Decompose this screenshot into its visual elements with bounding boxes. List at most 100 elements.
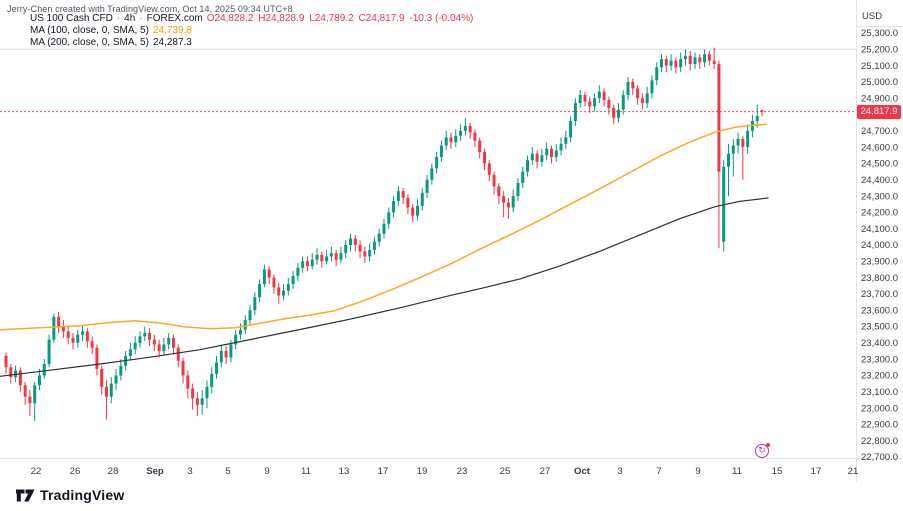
candle-body <box>119 365 123 376</box>
candle-body <box>645 93 649 104</box>
refresh-arrow-icon: ↻ <box>758 445 766 455</box>
ohlc-values: O24,828.2 H24,828.9 L24,789.2 C24,817.9 … <box>207 13 476 24</box>
candle-body <box>487 163 491 175</box>
exchange-label[interactable]: FOREX.com <box>146 13 203 24</box>
candle-body <box>4 355 8 368</box>
time-tick-label: 9 <box>264 466 269 477</box>
candle-body <box>171 337 175 348</box>
candle-body <box>286 284 290 291</box>
candle-body <box>401 191 405 198</box>
price-tick-label: 24,500.0 <box>861 159 898 170</box>
high-value: H24,828.9 <box>258 13 305 24</box>
close-value: C24,817.9 <box>358 13 405 24</box>
candle-body <box>588 101 592 107</box>
candle-body <box>439 145 443 157</box>
candle-body <box>377 233 381 242</box>
open-value: O24,828.2 <box>206 13 254 24</box>
candle-body <box>660 59 664 68</box>
time-tick-label: 7 <box>656 466 661 477</box>
candle-body <box>109 383 113 397</box>
candle-body <box>406 197 410 208</box>
candle-body <box>669 60 673 66</box>
time-tick-label: 23 <box>457 466 468 477</box>
time-tick-label: 11 <box>732 466 742 477</box>
candle-body <box>578 94 582 104</box>
candle-body <box>195 398 199 405</box>
candle-body <box>559 143 563 151</box>
new-data-dot <box>766 443 770 447</box>
candle-body <box>138 336 142 343</box>
price-tick-label: 24,400.0 <box>861 175 898 186</box>
time-tick-label: Sep <box>146 466 164 477</box>
candle-body <box>186 375 190 389</box>
candle-body <box>267 269 271 278</box>
candle-body <box>516 183 520 197</box>
candle-body <box>18 370 22 386</box>
candle-body <box>234 334 238 345</box>
candle-body <box>554 150 558 157</box>
symbol-legend-row[interactable]: US 100 Cash CFD · 4h · FOREX.com O24,828… <box>30 13 475 24</box>
price-tick-label: 24,300.0 <box>861 191 898 202</box>
candle-body <box>411 207 415 216</box>
candle-body <box>23 385 27 397</box>
time-tick-label: 5 <box>225 466 230 477</box>
candle-body <box>277 287 281 296</box>
price-tick-label: 25,300.0 <box>861 28 898 39</box>
candle-body <box>37 375 41 386</box>
price-tick-label: 25,200.0 <box>861 45 898 56</box>
ma100-label: MA (100, close, 0, SMA, 5) <box>30 25 149 36</box>
candle-body <box>52 316 56 340</box>
refresh-data-button[interactable]: ↻ <box>755 443 770 458</box>
candle-body <box>320 254 324 262</box>
ma100-legend-row[interactable]: MA (100, close, 0, SMA, 5) 24,739.8 <box>30 25 475 36</box>
ma200-value: 24,287.3 <box>152 37 192 48</box>
price-tick-label: 24,600.0 <box>861 142 898 153</box>
price-tick-label: 23,700.0 <box>861 289 898 300</box>
candle-body <box>703 54 707 63</box>
candle-body <box>492 174 496 187</box>
price-tick-label: 24,900.0 <box>861 93 898 104</box>
price-tick-label: 23,100.0 <box>861 387 898 398</box>
price-tick-label: 23,600.0 <box>861 305 898 316</box>
candle-body <box>679 59 683 68</box>
candle-body <box>626 81 630 95</box>
symbol-name[interactable]: US 100 Cash CFD <box>30 13 113 24</box>
time-tick-label: Oct <box>574 466 591 477</box>
time-tick-label: 9 <box>695 466 700 477</box>
time-tick-label: 13 <box>339 466 350 477</box>
candle-body <box>85 331 89 342</box>
candle-body <box>693 57 697 64</box>
chart-legend: US 100 Cash CFD · 4h · FOREX.com O24,828… <box>30 13 475 49</box>
interval-label[interactable]: 4h <box>124 13 136 24</box>
candle-body <box>674 60 678 68</box>
ma200-legend-row[interactable]: MA (200, close, 0, SMA, 5) 24,287.3 <box>30 37 475 48</box>
candle-body <box>497 186 501 197</box>
candle-body <box>243 320 247 330</box>
candle-body <box>540 155 544 162</box>
candle-body <box>430 168 434 180</box>
price-tick-label: 23,800.0 <box>861 273 898 284</box>
candle-body <box>535 153 539 162</box>
candle-body <box>755 116 759 122</box>
price-tick-label: 24,100.0 <box>861 224 898 235</box>
ma100-value: 24,739.8 <box>152 25 192 36</box>
candle-body <box>349 238 353 245</box>
candle-body <box>310 259 314 267</box>
tradingview-logo[interactable]: TradingView <box>16 487 124 503</box>
time-axis[interactable] <box>0 459 856 483</box>
candle-body <box>210 373 214 387</box>
candle-body <box>612 108 616 118</box>
candle-body <box>363 251 367 257</box>
candle-body <box>415 205 419 216</box>
price-tick-label: 22,800.0 <box>861 436 898 447</box>
candle-body <box>90 341 94 348</box>
candle-body <box>76 334 80 343</box>
candle-body <box>176 347 180 361</box>
price-axis-top-divider <box>856 26 903 27</box>
price-axis[interactable] <box>856 0 903 458</box>
candle-body <box>569 121 573 138</box>
price-tick-label: 23,000.0 <box>861 403 898 414</box>
price-tick-label: 23,500.0 <box>861 322 898 333</box>
candle-body <box>128 349 132 356</box>
